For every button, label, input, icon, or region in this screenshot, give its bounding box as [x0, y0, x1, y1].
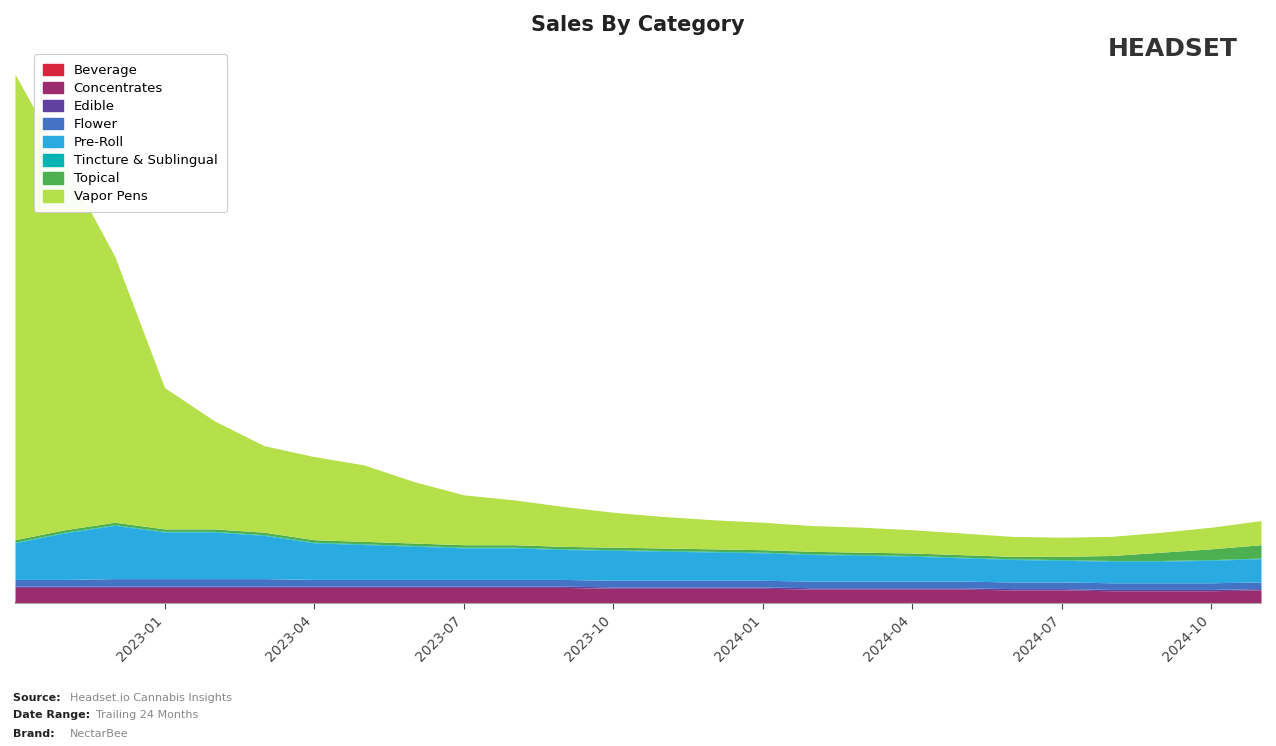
Text: Source:: Source: [13, 693, 64, 703]
Text: Date Range:: Date Range: [13, 710, 93, 720]
Text: Trailing 24 Months: Trailing 24 Months [96, 710, 198, 720]
Text: Brand:: Brand: [13, 729, 59, 739]
Text: NectarBee: NectarBee [70, 729, 129, 739]
Text: Headset.io Cannabis Insights: Headset.io Cannabis Insights [70, 693, 232, 703]
Text: HEADSET: HEADSET [1108, 37, 1238, 61]
Legend: Beverage, Concentrates, Edible, Flower, Pre-Roll, Tincture & Sublingual, Topical: Beverage, Concentrates, Edible, Flower, … [34, 54, 227, 213]
Title: Sales By Category: Sales By Category [531, 15, 745, 35]
